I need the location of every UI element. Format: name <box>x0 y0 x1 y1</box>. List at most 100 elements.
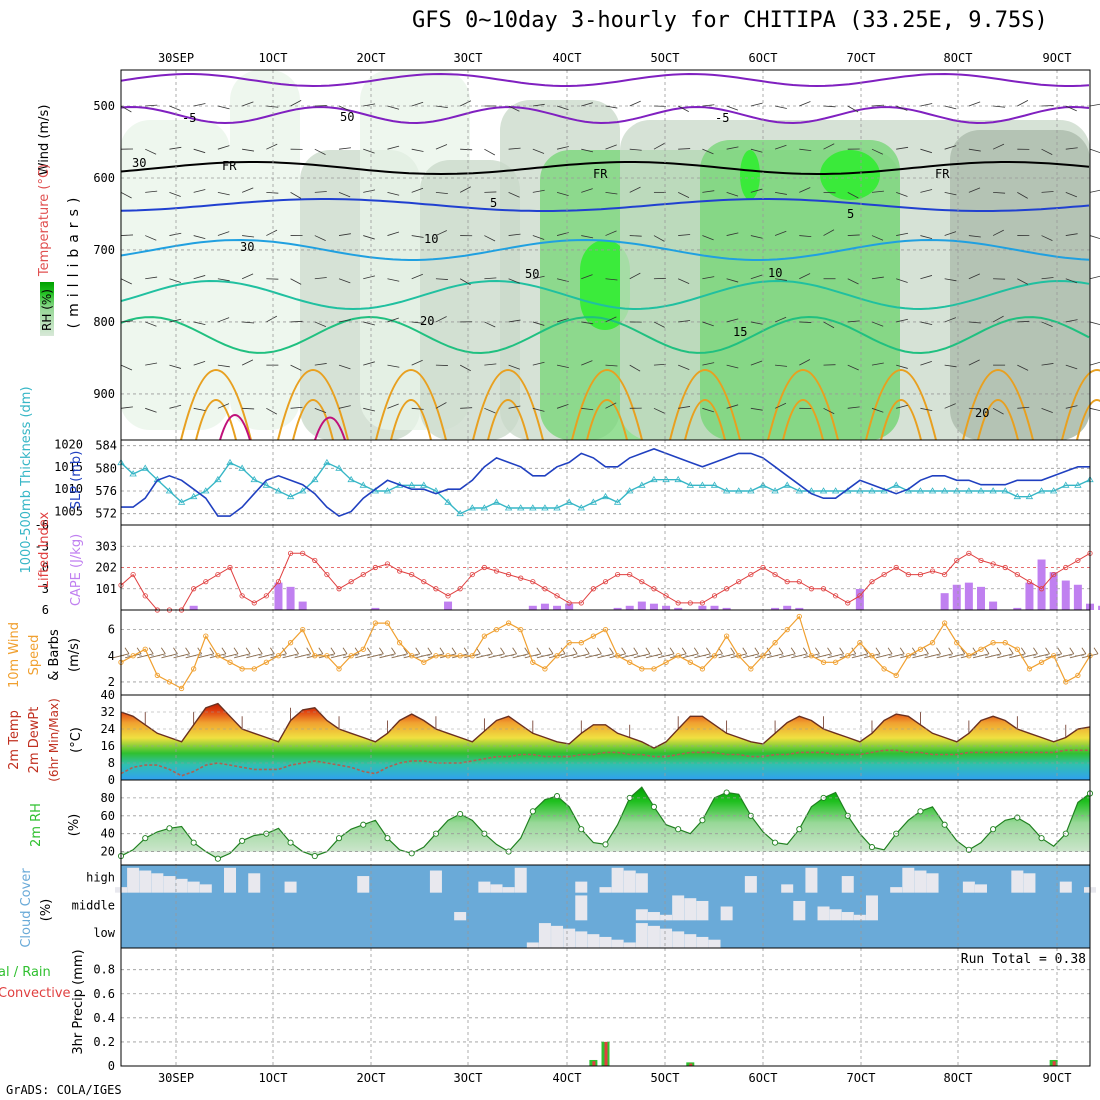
wind-barb <box>629 272 641 280</box>
cape-bar <box>674 607 683 610</box>
cloud-bar <box>611 867 624 893</box>
wind-speed-line <box>120 615 1091 690</box>
cloud-bar <box>587 934 600 948</box>
wind-barb <box>145 104 158 107</box>
wind-speed-marker <box>227 659 233 665</box>
thickness-marker <box>420 481 428 488</box>
wind-barb <box>145 321 157 327</box>
wind-barb-10m <box>1033 653 1050 659</box>
lifted-marker <box>251 600 257 606</box>
cloud-bar <box>744 876 757 893</box>
lifted-marker <box>736 579 742 585</box>
wind-speed-marker <box>942 620 948 626</box>
lifted-marker <box>287 550 294 556</box>
wind-barb <box>460 148 473 151</box>
lifted-marker <box>1051 571 1057 578</box>
lifted-marker <box>530 579 536 585</box>
cloud-bar <box>551 925 564 948</box>
wind-barb <box>823 105 836 108</box>
rh-legend-swatch <box>40 282 54 336</box>
wind-barb <box>145 148 157 155</box>
wind-barb <box>484 321 496 328</box>
thickness-marker <box>650 475 658 483</box>
wind-speed-marker <box>191 666 197 672</box>
wind-barb <box>799 359 811 366</box>
wind-barb <box>411 359 423 366</box>
wind-barb-10m <box>754 647 760 655</box>
rh2m-marker <box>1014 814 1021 821</box>
lifted-tick-label: 6 <box>42 603 49 617</box>
label-thickness: 1000-500mb Thickness (dm) <box>19 386 34 573</box>
thickness-marker <box>541 504 549 511</box>
thickness-marker <box>989 487 997 494</box>
lifted-marker <box>663 593 669 599</box>
wind-barb-10m <box>851 653 868 659</box>
cape-bar <box>625 605 634 610</box>
thickness-tick-label: 580 <box>95 461 117 475</box>
boundary-layer-contour <box>977 399 1019 441</box>
temp-tick-label: 40 <box>101 688 115 702</box>
time-label-top: 7OCT <box>847 51 876 65</box>
label-degc: (°C) <box>69 727 84 753</box>
cloud-bar <box>175 878 188 893</box>
cloud-bar <box>623 870 636 893</box>
cloud-bar <box>974 884 987 893</box>
wind-barb <box>702 276 715 280</box>
pressure-tick-label: 700 <box>93 243 115 257</box>
wind-barb-10m <box>936 653 953 659</box>
wind-barb <box>678 364 690 370</box>
wind-barb <box>774 402 787 409</box>
wind-barb <box>193 407 206 411</box>
lifted-marker <box>966 550 972 556</box>
wind-barb <box>871 190 884 193</box>
wind-barb <box>847 278 859 285</box>
temp-tick-label: 16 <box>101 739 115 753</box>
wind-barb-10m <box>609 647 614 655</box>
wind-speed-marker <box>178 685 185 692</box>
wind-barb-10m <box>221 647 227 655</box>
wind-barb <box>968 359 980 366</box>
boundary-layer-contour <box>586 399 628 441</box>
time-label-top: 4OCT <box>553 51 582 65</box>
rh-shading <box>700 140 900 440</box>
wind-barb <box>920 235 933 240</box>
cloud-bar <box>599 936 612 948</box>
wind-barb <box>581 407 594 411</box>
rh2m-marker <box>287 839 294 846</box>
rh2m-marker <box>723 789 730 796</box>
wind-speed-marker <box>1051 653 1057 659</box>
cloud-bar <box>490 884 503 893</box>
wind-barb-10m <box>779 653 796 659</box>
wind-barb <box>387 191 400 196</box>
wind-speed-marker <box>881 666 887 672</box>
wind-barb <box>387 364 400 368</box>
rh-shading <box>820 150 880 200</box>
pressure-tick-label: 900 <box>93 387 115 401</box>
wind-speed-marker <box>215 653 221 659</box>
wind-barb <box>169 191 181 197</box>
wind-barb <box>290 406 303 409</box>
temperature2m-panel: 0 8 16 24 32 40 <box>101 688 1091 787</box>
time-label-bottom: 8OCT <box>944 1071 973 1085</box>
cloud-level-label: high <box>86 871 115 885</box>
wind-barb <box>1065 364 1078 370</box>
wind-barb <box>242 321 255 324</box>
wind-barb <box>1089 103 1100 107</box>
thickness-marker <box>492 498 501 505</box>
wind-barb <box>1017 278 1029 285</box>
wind-barb <box>411 148 424 152</box>
label-lifted: Lifted Index <box>37 511 52 588</box>
thickness-marker <box>468 504 476 511</box>
rh2m-marker <box>554 793 561 800</box>
thickness-marker <box>262 481 271 488</box>
wind-barb <box>993 191 1006 194</box>
cape-bar <box>722 607 731 610</box>
lifted-tick-label: 0 <box>42 561 49 575</box>
wind-barb-10m <box>124 647 130 655</box>
wind-speed-marker <box>1026 666 1033 672</box>
cloud-bar <box>817 906 830 921</box>
lifted-marker <box>300 550 306 556</box>
wind-barb <box>266 191 279 194</box>
wind-barb-10m <box>996 647 1002 655</box>
wind-barb <box>290 278 302 285</box>
